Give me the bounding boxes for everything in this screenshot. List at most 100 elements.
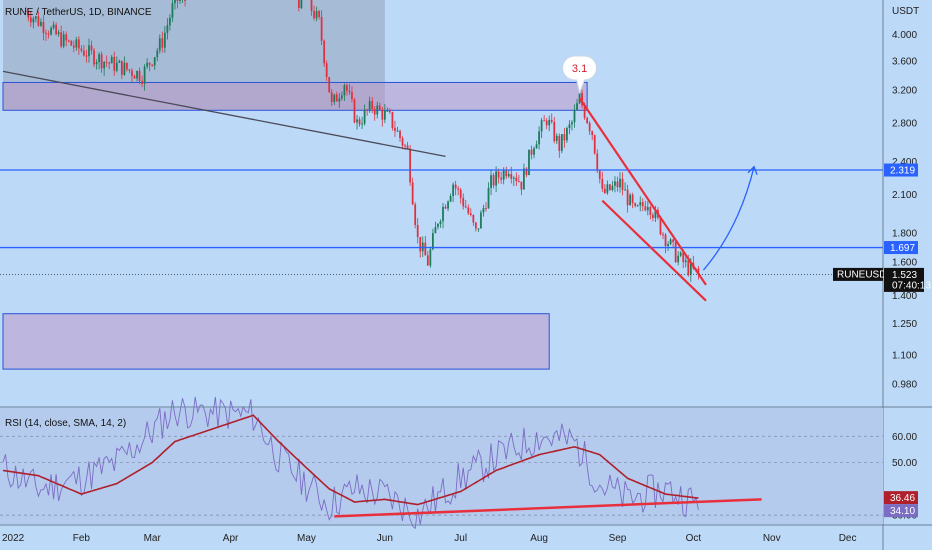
candle-body <box>576 103 578 111</box>
candle-body <box>366 109 369 111</box>
candle-body <box>328 77 331 93</box>
candle-body <box>593 135 596 154</box>
last-price-tag <box>884 267 924 292</box>
time-axis-label: Sep <box>609 533 627 544</box>
candle-body <box>156 50 159 58</box>
candle-body <box>85 55 88 57</box>
time-axis[interactable]: 2022 Feb Mar Apr May Jun Jul Aug Sep Oct Nov Dec <box>2 533 856 544</box>
candle-body <box>163 32 166 48</box>
bar-countdown: 07:40:13 <box>892 280 931 291</box>
candle-body <box>624 189 626 191</box>
candle-body <box>434 227 437 234</box>
candle-body <box>409 148 412 183</box>
candle-body <box>363 109 366 124</box>
candle-body <box>133 75 136 79</box>
candle-body <box>100 54 103 69</box>
candle-body <box>672 239 674 243</box>
candle-body <box>348 90 351 93</box>
candle-body <box>616 181 619 188</box>
callout-bubble <box>562 55 598 95</box>
candle-body <box>474 222 477 229</box>
candle-body <box>148 62 151 65</box>
candle-body <box>586 117 589 124</box>
candle-body <box>67 40 70 42</box>
candle-body <box>558 135 561 151</box>
candle-body <box>507 173 510 177</box>
candle-body <box>598 170 601 179</box>
candle-body <box>381 109 384 120</box>
price-tick-label: 4.000 <box>892 30 917 41</box>
candle-body <box>65 34 68 41</box>
candle-body <box>426 255 429 266</box>
candle-body <box>80 48 83 51</box>
candle-body <box>161 38 164 48</box>
price-tick-label: 3.200 <box>892 86 917 97</box>
candle-body <box>502 169 505 180</box>
candle-body <box>411 182 414 205</box>
price-tick-label: 0.980 <box>892 379 917 390</box>
candle-body <box>24 11 27 13</box>
candle-body <box>136 71 138 79</box>
candle-body <box>50 28 52 35</box>
candle-body <box>93 50 95 65</box>
candle-body <box>480 212 482 229</box>
candle-body <box>391 112 394 128</box>
candle-body <box>45 32 47 34</box>
time-axis-label: Jun <box>377 533 393 544</box>
candle-body <box>376 105 379 115</box>
time-axis-label: Jul <box>454 533 467 544</box>
price-zone <box>2 81 588 111</box>
candle-body <box>108 62 111 64</box>
candle-body <box>346 85 348 91</box>
candle-body <box>315 11 318 19</box>
last-price-value: 1.523 <box>892 270 917 281</box>
candle-body <box>131 70 133 76</box>
level-high-value: 2.319 <box>890 166 915 177</box>
candle-body <box>153 57 156 66</box>
price-callout: 3.1 <box>562 55 598 95</box>
candle-body <box>555 135 558 142</box>
rsi-current-value: 34.10 <box>890 506 915 517</box>
level-low-tag <box>884 241 918 255</box>
candle-body <box>646 207 649 211</box>
candle-body <box>621 178 624 190</box>
candle-body <box>83 50 85 56</box>
candle-body <box>482 208 485 213</box>
price-axis[interactable]: USDT 4.000 3.600 3.200 2.800 2.400 2.100 1.800… <box>892 6 919 390</box>
candle-body <box>373 108 376 115</box>
rsi-tick-label: 60.00 <box>892 432 917 443</box>
candle-body <box>29 17 32 23</box>
wedge-line <box>601 199 707 302</box>
wedge-line <box>578 97 707 286</box>
candle-body <box>520 181 523 190</box>
candle-body <box>77 39 80 49</box>
candle-body <box>442 206 444 222</box>
candle-body <box>325 63 328 78</box>
rsi-sma-tag <box>884 491 918 505</box>
candle-body <box>603 188 606 193</box>
candle-body <box>90 45 93 51</box>
candle-body <box>510 173 513 179</box>
time-axis-label: May <box>297 533 316 544</box>
candle-body <box>416 225 419 237</box>
candle-body <box>583 105 586 118</box>
time-axis-label: Nov <box>763 533 781 544</box>
candle-body <box>487 187 490 209</box>
candle-body <box>641 202 644 207</box>
candle-body <box>126 62 128 70</box>
candle-body <box>169 17 171 26</box>
candle-body <box>687 260 690 275</box>
candle-body <box>143 66 146 84</box>
time-axis-label: Oct <box>686 533 702 544</box>
candle-body <box>396 130 399 132</box>
candle-body <box>462 197 465 207</box>
candle-body <box>636 205 639 207</box>
candle-body <box>573 110 576 123</box>
candle-body <box>389 110 391 113</box>
candle-body <box>361 123 363 125</box>
price-zone <box>2 313 550 370</box>
candle-body <box>419 236 422 252</box>
candle-body <box>447 201 449 209</box>
candle-body <box>454 184 457 189</box>
